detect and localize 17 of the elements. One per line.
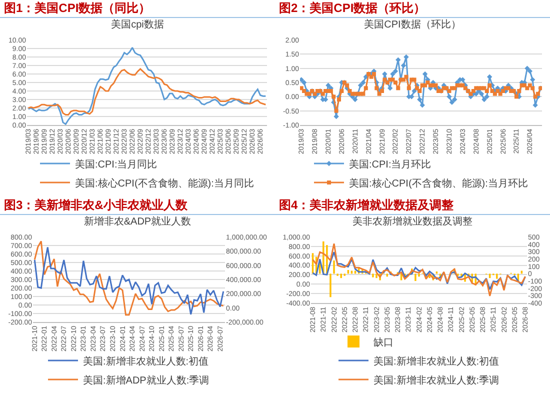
legend-label: 美国:新增非农就业人数:初值 [83, 355, 209, 368]
chart-subtitle: 美国CPI数据（环比） [364, 18, 461, 31]
legend-label: 美国:核心CPI(不含食物、能源):当月环比 [349, 177, 528, 190]
legend-label: 美国:核心CPI(不含食物、能源):当月同比 [75, 177, 254, 190]
legend-label: 美国:新增非农就业人数:季调 [374, 374, 500, 386]
chart-title: 图2：美国CPI数据（环比） [275, 0, 550, 18]
legend-label: 美国:CPI:当月同比 [75, 158, 158, 170]
chart-title: 图3：美新增非农&小非农就业人数 [0, 197, 275, 215]
chart-subtitle: 美非农新增就业数据及调整 [352, 216, 472, 228]
chart-title: 图1：美国CPI数据（同比） [0, 0, 275, 18]
legend-label: 缺口 [374, 336, 394, 348]
legend-label: 美国:新增ADP就业人数:季调 [83, 374, 210, 386]
legend-label: 美国:CPI:当月环比 [349, 158, 432, 170]
chart-title: 图4：美非农新增就业数据及调整 [275, 197, 550, 215]
chart-subtitle: 美国cpi数据 [111, 18, 164, 31]
chart-subtitle: 新增非农&ADP就业人数 [84, 216, 192, 228]
legend-label: 美国:新增非农就业人数:初值 [374, 355, 500, 368]
